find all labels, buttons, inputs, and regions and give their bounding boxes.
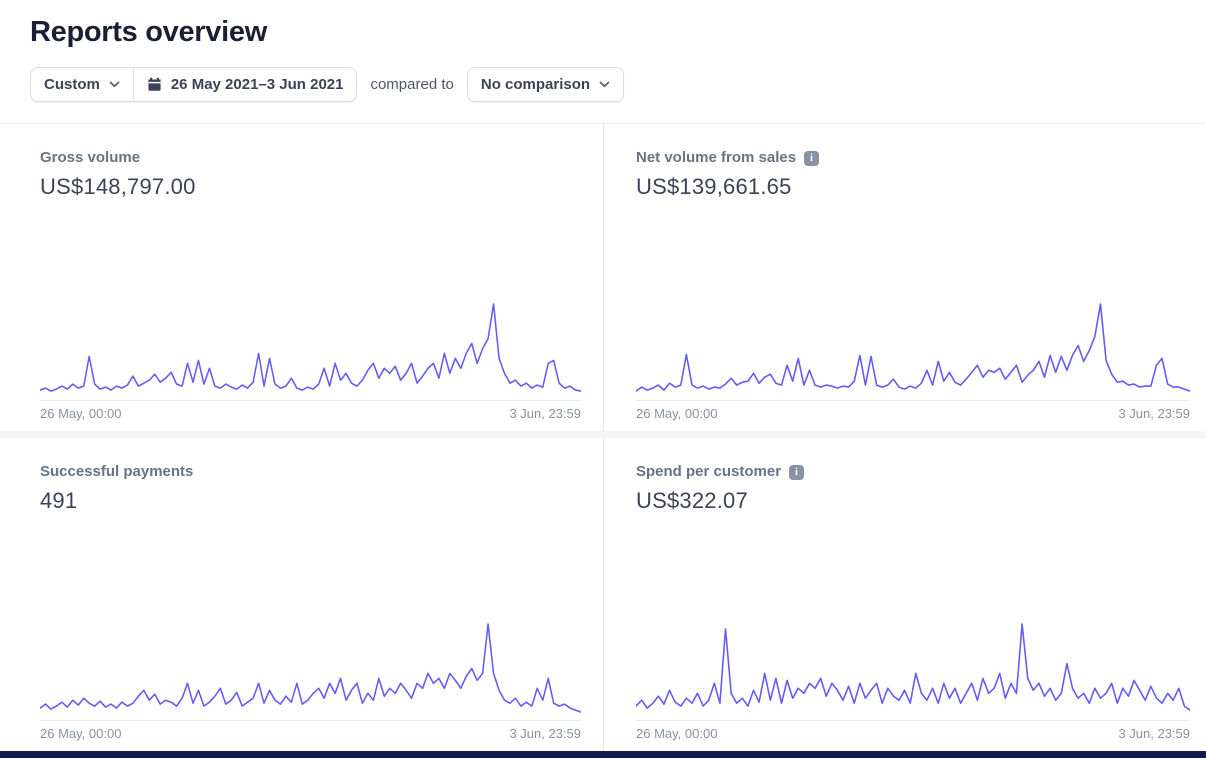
sparkline-svg xyxy=(40,623,581,721)
sparkline-path xyxy=(636,623,1190,711)
metric-label: Successful payments xyxy=(40,463,581,481)
sparkline-chart xyxy=(636,613,1190,723)
chart-axis-row: 26 May, 00:00 3 Jun, 23:59 xyxy=(636,726,1190,741)
axis-start-label: 26 May, 00:00 xyxy=(40,726,122,741)
chevron-down-icon xyxy=(109,81,120,88)
metric-card-net-volume: Net volume from sales i US$139,661.65 26… xyxy=(603,124,1206,431)
metric-label-text: Successful payments xyxy=(40,463,194,480)
metric-card-gross-volume: Gross volume US$148,797.00 26 May, 00:00… xyxy=(0,124,603,431)
date-filter-group: Custom 26 May 2021–3 Jun 2021 xyxy=(30,67,358,102)
chart-axis-row: 26 May, 00:00 3 Jun, 23:59 xyxy=(40,726,581,741)
axis-start-label: 26 May, 00:00 xyxy=(40,406,122,421)
range-type-button[interactable]: Custom xyxy=(31,68,133,101)
metric-card-spend-per-customer: Spend per customer i US$322.07 26 May, 0… xyxy=(603,438,1206,751)
metric-card-successful-payments: Successful payments 491 26 May, 00:00 3 … xyxy=(0,438,603,751)
info-icon[interactable]: i xyxy=(804,150,820,166)
chart-axis-row: 26 May, 00:00 3 Jun, 23:59 xyxy=(636,406,1190,421)
sparkline-svg xyxy=(636,623,1190,721)
sparkline-chart xyxy=(40,293,581,403)
sparkline-path xyxy=(40,623,581,713)
filter-bar: Custom 26 May 2021–3 Jun 2021 compared t… xyxy=(30,67,1176,102)
sparkline-chart xyxy=(636,293,1190,403)
compared-to-label: compared to xyxy=(370,76,454,93)
sparkline-path xyxy=(40,303,581,392)
axis-end-label: 3 Jun, 23:59 xyxy=(1118,726,1190,741)
metric-value: US$148,797.00 xyxy=(40,173,196,199)
chevron-down-icon xyxy=(599,81,610,88)
axis-end-label: 3 Jun, 23:59 xyxy=(509,406,581,421)
sparkline-svg xyxy=(40,303,581,401)
sparkline-svg xyxy=(636,303,1190,401)
metric-label-text: Gross volume xyxy=(40,149,141,166)
calendar-icon xyxy=(148,77,161,91)
sparkline-chart xyxy=(40,613,581,723)
info-icon[interactable]: i xyxy=(789,464,805,480)
axis-end-label: 3 Jun, 23:59 xyxy=(1118,406,1190,421)
metric-value: 491 xyxy=(40,487,78,513)
comparison-button[interactable]: No comparison xyxy=(466,67,625,102)
metrics-grid: Gross volume US$148,797.00 26 May, 00:00… xyxy=(0,123,1206,751)
metric-label-text: Net volume from sales xyxy=(636,149,797,166)
date-range-label: 26 May 2021–3 Jun 2021 xyxy=(170,76,344,93)
metric-label: Spend per customer i xyxy=(636,463,1190,481)
comparison-label: No comparison xyxy=(480,76,591,93)
metric-value: US$322.07 xyxy=(636,487,748,513)
page-title: Reports overview xyxy=(30,16,267,48)
range-type-label: Custom xyxy=(44,76,100,93)
chart-axis-row: 26 May, 00:00 3 Jun, 23:59 xyxy=(40,406,581,421)
row-divider xyxy=(0,431,1206,438)
axis-end-label: 3 Jun, 23:59 xyxy=(509,726,581,741)
sparkline-path xyxy=(636,303,1190,392)
page-header: Reports overview Custom 26 May 2021–3 Ju… xyxy=(0,0,1206,102)
metric-label-text: Spend per customer xyxy=(636,463,782,480)
axis-start-label: 26 May, 00:00 xyxy=(636,726,718,741)
metric-value: US$139,661.65 xyxy=(636,173,792,199)
metric-label: Gross volume xyxy=(40,149,581,167)
metric-label: Net volume from sales i xyxy=(636,149,1190,167)
bottom-accent-bar xyxy=(0,751,1206,758)
axis-start-label: 26 May, 00:00 xyxy=(636,406,718,421)
date-range-button[interactable]: 26 May 2021–3 Jun 2021 xyxy=(132,68,357,101)
